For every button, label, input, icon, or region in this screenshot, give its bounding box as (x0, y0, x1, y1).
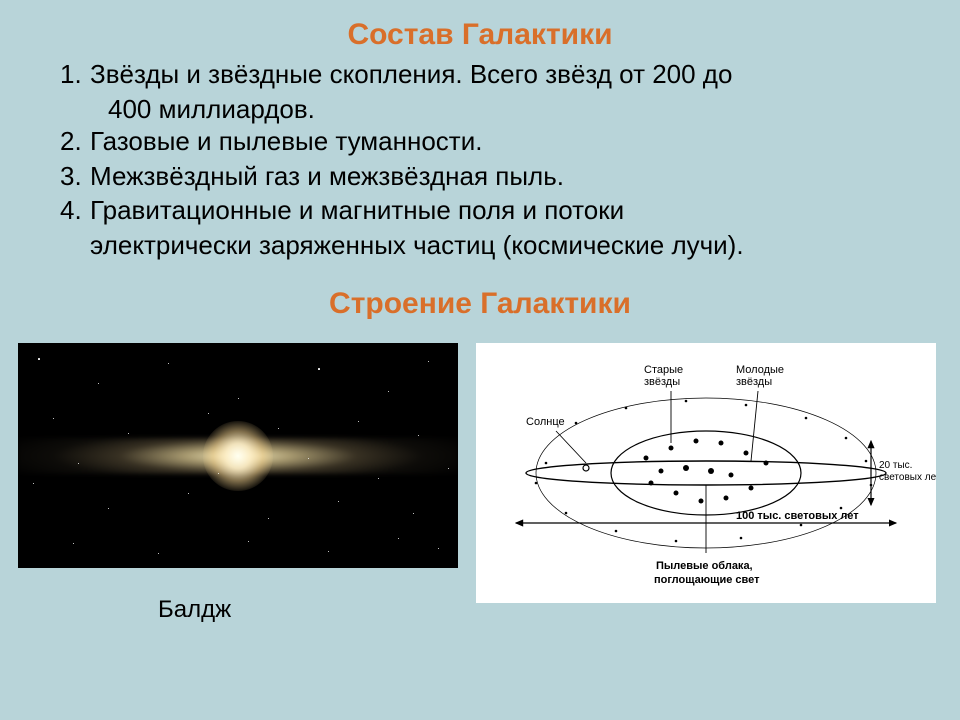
list-item: 3. Межзвёздный газ и межзвёздная пыль. (60, 160, 910, 193)
galaxy-core (203, 421, 273, 491)
galaxy-diagram: СолнцеСтарыезвёздыМолодыезвёзды100 тыс. … (476, 343, 936, 603)
star-dot (378, 478, 379, 479)
star-dot (128, 433, 129, 434)
star-dot (438, 548, 439, 549)
diagram-svg: СолнцеСтарыезвёздыМолодыезвёзды100 тыс. … (476, 343, 936, 603)
star-dot (53, 418, 54, 419)
star-dot (328, 551, 329, 552)
list-item: 2. Газовые и пылевые туманности. (60, 125, 910, 158)
list-continuation: 400 миллиардов. (60, 93, 910, 126)
list-number: 1. (60, 58, 90, 91)
subtitle: Строение Галактики (0, 287, 960, 321)
list-text: Звёзды и звёздные скопления. Всего звёзд… (90, 58, 910, 91)
star-dot (38, 358, 40, 360)
star-dot (208, 413, 209, 414)
star-dot (73, 543, 74, 544)
composition-list: 1. Звёзды и звёздные скопления. Всего зв… (0, 58, 960, 261)
svg-text:поглощающие свет: поглощающие свет (654, 574, 760, 586)
star-dot (398, 538, 399, 539)
photo-caption: Балдж (18, 596, 458, 624)
svg-text:20 тыс.: 20 тыс. (879, 460, 912, 471)
list-number: 4. (60, 194, 90, 227)
list-item: 1. Звёзды и звёздные скопления. Всего зв… (60, 58, 910, 91)
svg-text:Пылевые облака,: Пылевые облака, (656, 560, 753, 572)
star-dot (268, 518, 269, 519)
star-dot (108, 508, 109, 509)
photo-column: Балдж (18, 343, 458, 624)
star-dot (248, 541, 249, 542)
list-item: 4. Гравитационные и магнитные поля и пот… (60, 194, 910, 227)
svg-text:звёзды: звёзды (736, 376, 772, 388)
title: Состав Галактики (0, 0, 960, 58)
list-text: Гравитационные и магнитные поля и потоки (90, 194, 910, 227)
list-continuation: электрически заряженных частиц (космичес… (60, 229, 910, 262)
star-dot (33, 483, 34, 484)
star-dot (78, 463, 79, 464)
star-dot (318, 368, 320, 370)
svg-text:световых лет: световых лет (879, 472, 936, 483)
star-dot (168, 363, 169, 364)
svg-text:Солнце: Солнце (526, 416, 565, 428)
list-number: 2. (60, 125, 90, 158)
star-dot (218, 473, 219, 474)
list-number: 3. (60, 160, 90, 193)
star-dot (308, 458, 309, 459)
star-dot (98, 383, 99, 384)
star-dot (188, 493, 189, 494)
star-dot (158, 553, 159, 554)
star-dot (418, 435, 419, 436)
figures-row: Балдж СолнцеСтарыезвёздыМолодыезвёзды100… (0, 343, 960, 624)
star-dot (388, 391, 389, 392)
star-dot (358, 421, 359, 422)
star-dot (238, 398, 239, 399)
svg-text:100 тыс. световых лет: 100 тыс. световых лет (736, 510, 859, 522)
star-dot (448, 468, 449, 469)
star-dot (278, 428, 279, 429)
svg-text:Старые: Старые (644, 364, 683, 376)
star-dot (428, 361, 429, 362)
star-dot (338, 501, 339, 502)
svg-text:Молодые: Молодые (736, 364, 784, 376)
list-text: Межзвёздный газ и межзвёздная пыль. (90, 160, 910, 193)
galaxy-photo (18, 343, 458, 568)
svg-text:звёзды: звёзды (644, 376, 680, 388)
list-text: Газовые и пылевые туманности. (90, 125, 910, 158)
star-dot (413, 513, 414, 514)
